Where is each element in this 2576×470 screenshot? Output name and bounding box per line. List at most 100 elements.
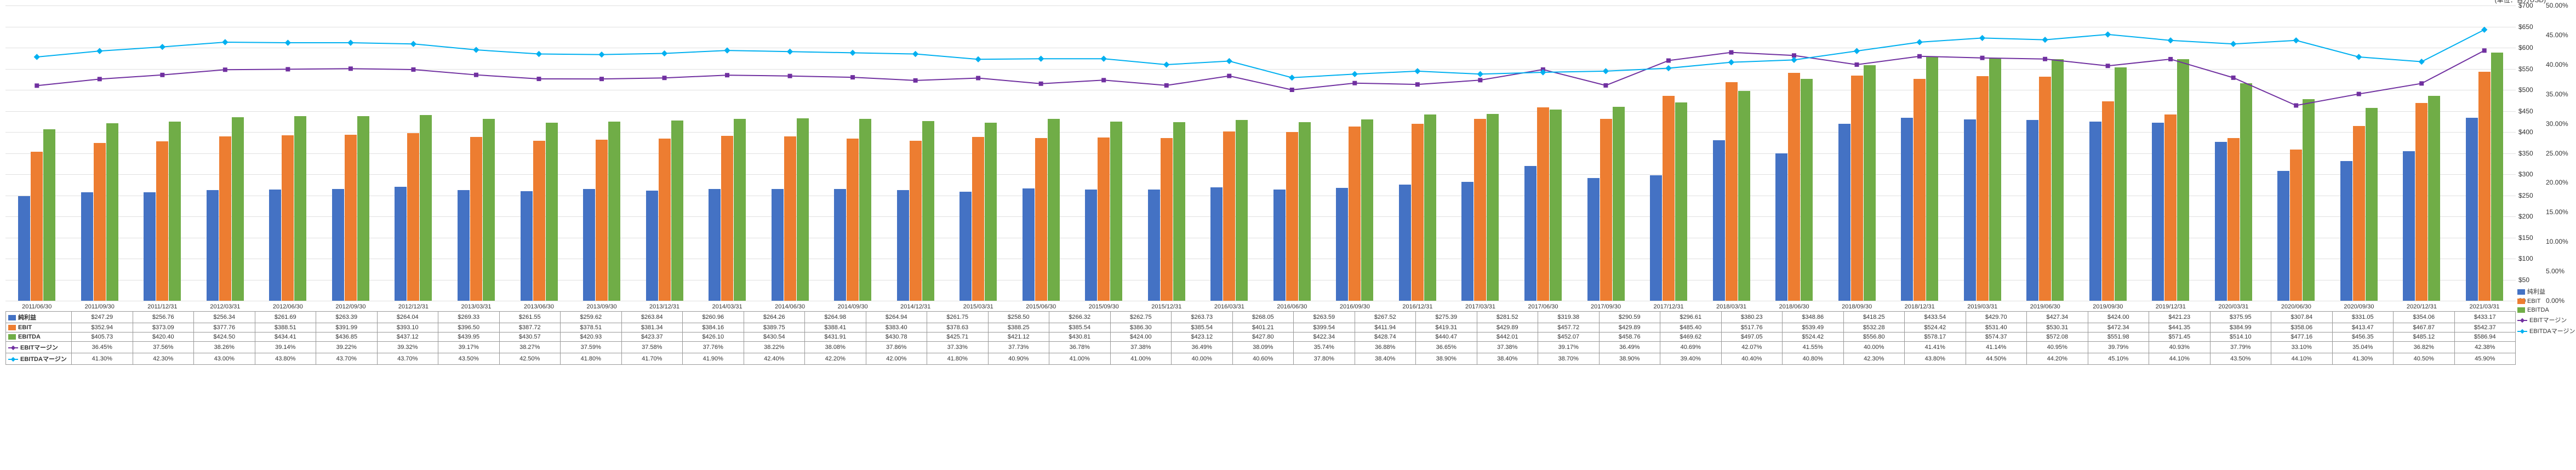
table-cell: $429.70	[1966, 312, 2027, 323]
table-cell: $281.52	[1477, 312, 1538, 323]
marker-ebitda_margin	[1665, 65, 1671, 71]
table-cell: $440.47	[1416, 333, 1477, 342]
table-cell: $420.93	[561, 333, 622, 342]
table-cell: $532.28	[1843, 323, 1905, 333]
marker-ebit_margin	[2168, 57, 2173, 61]
table-cell: 42.07%	[1721, 342, 1783, 353]
table-cell: 35.74%	[1294, 342, 1355, 353]
marker-ebitda_margin	[661, 50, 667, 56]
marker-ebit_margin	[1164, 83, 1169, 88]
marker-ebitda_margin	[222, 39, 228, 45]
table-cell: $430.81	[1049, 333, 1111, 342]
table-cell: $574.37	[1966, 333, 2027, 342]
x-axis-label: 2014/09/30	[821, 303, 884, 310]
table-cell: $429.89	[1599, 323, 1660, 333]
marker-ebit_margin	[788, 74, 792, 78]
table-cell: $396.50	[438, 323, 500, 333]
x-axis-label: 2012/06/30	[256, 303, 319, 310]
marker-ebit_margin	[599, 77, 604, 81]
x-axis-labels: 2011/06/302011/09/302011/12/312012/03/31…	[5, 303, 2516, 310]
y-tick-percent: 20.00%	[2546, 179, 2576, 186]
x-axis-label: 2011/06/30	[5, 303, 68, 310]
table-cell: $524.42	[1905, 323, 1966, 333]
y-tick-percent: 5.00%	[2546, 267, 2576, 275]
y-tick-percent: 30.00%	[2546, 120, 2576, 128]
lines-layer	[5, 5, 2516, 301]
table-row: EBITDAマージン41.30%42.30%43.00%43.80%43.70%…	[6, 353, 2516, 365]
table-cell: $430.57	[499, 333, 561, 342]
marker-ebit_margin	[1980, 56, 1985, 60]
marker-ebitda_margin	[912, 51, 918, 57]
y-tick-dollar: $200	[2518, 213, 2546, 220]
table-cell: $263.84	[621, 312, 683, 323]
table-cell: 40.90%	[988, 353, 1049, 365]
y-tick-dollar: $450	[2518, 107, 2546, 115]
table-row-header: EBITマージン	[6, 342, 72, 353]
marker-ebit_margin	[1415, 82, 1420, 87]
x-axis-label: 2012/09/30	[319, 303, 382, 310]
table-row-header: EBITDA	[6, 333, 72, 342]
y-tick-dollar: $50	[2518, 276, 2546, 284]
table-cell: $348.86	[1783, 312, 1844, 323]
table-cell: 38.09%	[1232, 342, 1294, 353]
table-cell: $437.12	[377, 333, 438, 342]
table-cell: $373.09	[133, 323, 194, 333]
table-cell: $385.54	[1172, 323, 1233, 333]
y-tick-dollar: $100	[2518, 255, 2546, 262]
marker-ebitda_margin	[598, 51, 604, 58]
y-axis-percent: 0.00%5.00%10.00%15.00%20.00%25.00%30.00%…	[2546, 5, 2576, 301]
marker-ebitda_margin	[1979, 35, 1985, 41]
marker-ebit_margin	[474, 73, 478, 77]
marker-ebitda_margin	[2105, 31, 2111, 37]
marker-ebit_margin	[2419, 81, 2424, 85]
table-cell: $264.98	[805, 312, 866, 323]
marker-ebitda_margin	[473, 47, 479, 53]
table-cell: 38.22%	[744, 342, 805, 353]
table-cell: $375.95	[2210, 312, 2271, 323]
y-tick-dollar: $600	[2518, 44, 2546, 51]
table-cell: $556.80	[1843, 333, 1905, 342]
y-tick-percent: 15.00%	[2546, 208, 2576, 216]
table-cell: $267.52	[1355, 312, 1416, 323]
table-cell: 36.78%	[1049, 342, 1111, 353]
marker-ebit_margin	[536, 77, 541, 81]
x-axis-label: 2016/03/31	[1198, 303, 1261, 310]
table-cell: $391.99	[316, 323, 378, 333]
table-cell: 40.50%	[2394, 353, 2455, 365]
table-cell: $420.40	[133, 333, 194, 342]
table-cell: $426.10	[683, 333, 744, 342]
table-cell: $256.76	[133, 312, 194, 323]
table-cell: $384.16	[683, 323, 744, 333]
table-cell: 42.38%	[2454, 342, 2516, 353]
x-axis-label: 2015/12/31	[1135, 303, 1198, 310]
table-cell: 37.58%	[621, 342, 683, 353]
x-axis-label: 2015/06/30	[1010, 303, 1073, 310]
y-tick-percent: 25.00%	[2546, 150, 2576, 157]
marker-ebit_margin	[2106, 64, 2110, 68]
marker-ebit_margin	[1101, 78, 1106, 82]
table-cell: $433.17	[2454, 312, 2516, 323]
table-cell: 40.60%	[1232, 353, 1294, 365]
y-tick-dollar: $250	[2518, 192, 2546, 199]
table-cell: $275.39	[1416, 312, 1477, 323]
x-axis-label: 2018/12/31	[1888, 303, 1951, 310]
legend-item: EBITDA	[2517, 307, 2575, 313]
table-cell: $421.12	[988, 333, 1049, 342]
marker-ebit_margin	[850, 75, 855, 79]
table-cell: $411.94	[1355, 323, 1416, 333]
table-cell: $524.42	[1783, 333, 1844, 342]
y-tick-dollar: $350	[2518, 150, 2546, 157]
table-cell: $497.05	[1721, 333, 1783, 342]
table-cell: $456.35	[2332, 333, 2394, 342]
x-axis-label: 2019/12/31	[2139, 303, 2202, 310]
marker-ebitda_margin	[1038, 56, 1044, 62]
table-cell: 37.76%	[683, 342, 744, 353]
marker-ebitda_margin	[2042, 37, 2048, 43]
table-cell: 40.95%	[2027, 342, 2088, 353]
table-cell: 38.40%	[1477, 353, 1538, 365]
marker-ebit_margin	[725, 73, 729, 77]
table-cell: $258.50	[988, 312, 1049, 323]
table-cell: $388.51	[255, 323, 316, 333]
marker-ebitda_margin	[1603, 68, 1609, 74]
marker-ebit_margin	[349, 66, 353, 71]
